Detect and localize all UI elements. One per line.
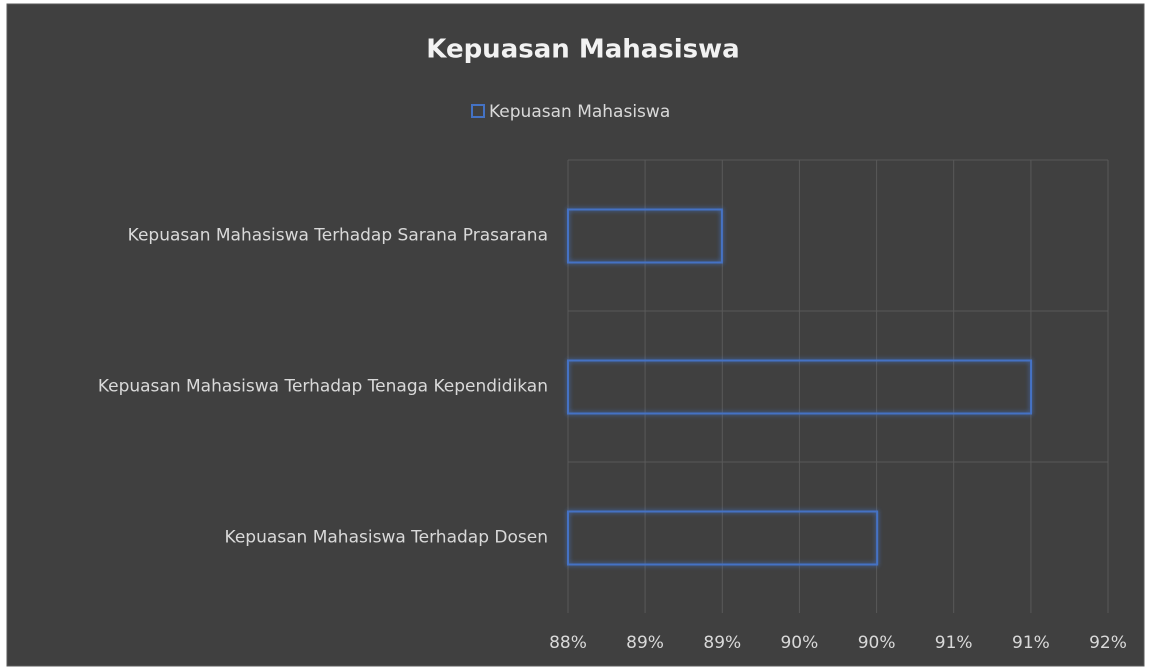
legend-label: Kepuasan Mahasiswa <box>489 102 670 122</box>
x-tick-label: 89% <box>703 633 741 653</box>
y-tick-label: Kepuasan Mahasiswa Terhadap Dosen <box>225 528 548 548</box>
x-tick-label: 92% <box>1089 633 1127 653</box>
x-tick-label: 91% <box>1012 633 1050 653</box>
chart-title: Kepuasan Mahasiswa <box>426 35 739 65</box>
bar <box>567 208 723 264</box>
bar <box>567 510 879 566</box>
y-tick-label: Kepuasan Mahasiswa Terhadap Sarana Prasa… <box>128 226 548 246</box>
x-tick-label: 90% <box>780 633 818 653</box>
x-tick-label: 88% <box>549 633 587 653</box>
bar <box>567 359 1033 415</box>
chart-background <box>6 3 1145 667</box>
y-tick-label: Kepuasan Mahasiswa Terhadap Tenaga Kepen… <box>98 377 548 397</box>
x-tick-label: 89% <box>626 633 664 653</box>
x-tick-label: 90% <box>858 633 896 653</box>
x-tick-label: 91% <box>935 633 973 653</box>
legend-swatch <box>471 104 485 118</box>
